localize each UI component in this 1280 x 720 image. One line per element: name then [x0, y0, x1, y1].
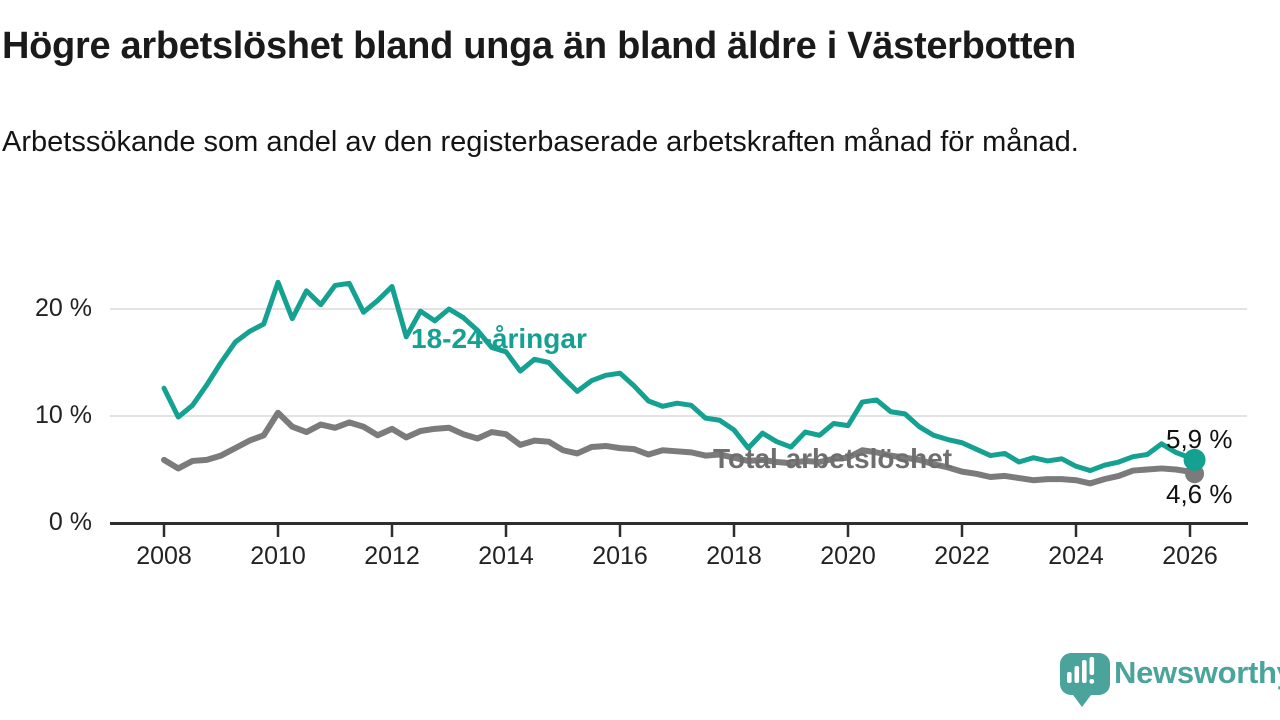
series-label-18-24: 18-24-åringar: [411, 323, 587, 354]
y-tick-label: 10 %: [35, 401, 92, 429]
x-tick-label: 2008: [136, 542, 192, 570]
chart-title: Högre arbetslöshet bland unga än bland ä…: [2, 25, 1076, 67]
x-tick-label: 2020: [820, 542, 876, 570]
x-tick-label: 2016: [592, 542, 648, 570]
end-dot-18-24: [1183, 448, 1206, 471]
end-value-label-18-24: 5,9 %: [1166, 424, 1233, 454]
x-tick-label: 2010: [250, 542, 306, 570]
series-line-total: [161, 409, 1198, 487]
y-tick-label: 0 %: [48, 508, 92, 536]
series-line-18-24: [161, 279, 1198, 474]
y-tick-label: 20 %: [35, 294, 92, 322]
series-label-total: Total arbetslöshet: [713, 443, 953, 474]
x-tick-label: 2012: [364, 542, 420, 570]
x-tick-label: 2022: [934, 542, 990, 570]
chart-subtitle: Arbetssökande som andel av den registerb…: [2, 126, 1079, 158]
brand-name: Newsworthy: [1114, 655, 1280, 690]
x-tick-label: 2026: [1162, 542, 1218, 570]
x-tick-label: 2014: [478, 542, 534, 570]
newsworthy-logo-icon: [1060, 653, 1110, 707]
end-value-label-total: 4,6 %: [1166, 479, 1233, 509]
x-tick-label: 2018: [706, 542, 762, 570]
x-tick-label: 2024: [1048, 542, 1104, 570]
